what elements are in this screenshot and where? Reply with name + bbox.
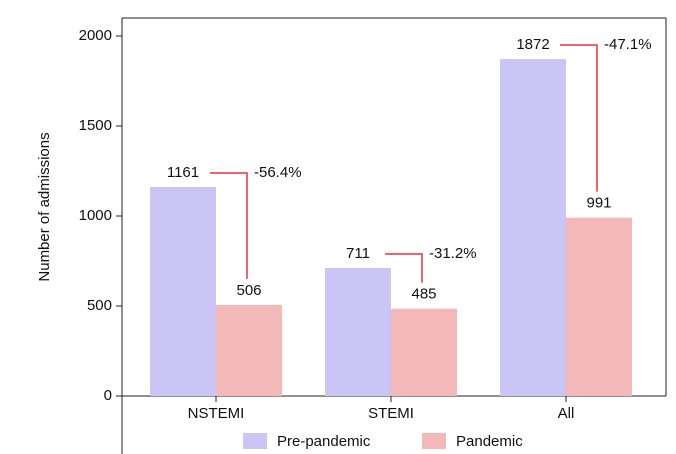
legend-swatch: [243, 433, 267, 449]
bar-value-label: 991: [586, 195, 611, 212]
bar: [391, 308, 457, 396]
y-axis-label: Number of admissions: [36, 132, 53, 281]
bar: [216, 304, 282, 396]
change-label: -31.2%: [429, 245, 477, 262]
y-tick-label: 2000: [79, 27, 112, 44]
change-label: -56.4%: [254, 164, 302, 181]
y-tick-label: 0: [104, 387, 112, 404]
legend-swatch: [422, 433, 446, 449]
legend-label: Pandemic: [456, 433, 523, 450]
y-tick-label: 500: [87, 297, 112, 314]
x-tick-label: All: [558, 405, 575, 422]
bar-value-label: 1161: [167, 164, 199, 181]
bar-value-label: 485: [411, 286, 436, 303]
change-bracket: [210, 172, 248, 279]
bar: [500, 59, 566, 396]
y-tick-label: 1500: [79, 117, 112, 134]
bar: [325, 268, 391, 396]
bar-value-label: 506: [236, 282, 261, 299]
change-label: -47.1%: [604, 36, 652, 53]
x-tick-label: NSTEMI: [188, 405, 245, 422]
bar: [566, 217, 632, 396]
bar: [150, 187, 216, 396]
y-tick-label: 1000: [79, 207, 112, 224]
legend-label: Pre-pandemic: [277, 433, 371, 450]
bar-value-label: 1872: [516, 36, 549, 53]
change-bracket: [560, 44, 598, 192]
bar-value-label: 711: [346, 245, 370, 262]
change-bracket: [385, 253, 423, 283]
x-tick-label: STEMI: [368, 405, 414, 422]
